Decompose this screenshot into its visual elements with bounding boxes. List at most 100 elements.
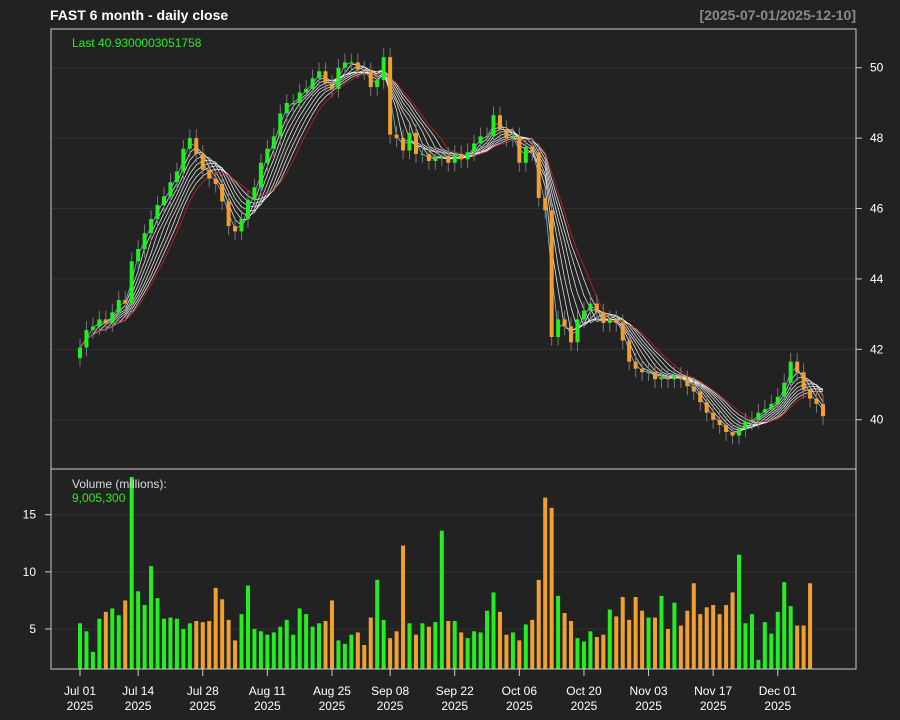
candle-body	[342, 62, 347, 68]
candle-body	[737, 428, 742, 436]
candle-body	[769, 403, 774, 410]
volume-bar	[756, 659, 761, 669]
candle-body	[362, 69, 367, 72]
candle-body	[478, 136, 483, 144]
volume-bar	[620, 597, 625, 669]
volume-bar	[97, 618, 102, 669]
candle-body	[717, 419, 722, 425]
candle-body	[814, 398, 819, 404]
volume-bar	[717, 614, 722, 669]
date-tick-year: 2025	[506, 699, 533, 713]
volume-bar	[569, 621, 574, 669]
candle-body	[304, 88, 309, 93]
candle-body	[78, 347, 82, 359]
volume-bar	[549, 507, 554, 669]
candle-body	[685, 379, 690, 387]
volume-bar	[633, 597, 638, 669]
candle-body	[775, 396, 780, 404]
volume-bar	[452, 621, 457, 669]
candle-body	[801, 372, 806, 390]
candle-body	[123, 300, 128, 304]
volume-bar	[84, 631, 89, 669]
volume-bar	[478, 632, 483, 669]
candle-body	[142, 233, 147, 249]
candle-body	[187, 138, 192, 149]
volume-bar	[142, 605, 147, 669]
candle-body	[239, 219, 244, 232]
candle-body	[90, 326, 95, 330]
candle-body	[220, 183, 225, 202]
volume-bar	[459, 632, 464, 669]
candle-body	[711, 412, 716, 420]
date-tick-year: 2025	[571, 699, 598, 713]
candle-body	[420, 153, 425, 155]
chart-title: FAST 6 month - daily close	[50, 7, 228, 23]
volume-bar	[149, 566, 154, 669]
volume-bar	[510, 632, 515, 669]
candle-body	[226, 201, 231, 227]
candle-body	[756, 412, 761, 420]
volume-bar	[769, 633, 774, 669]
volume-bar	[543, 497, 548, 669]
price-tick-label: 46	[870, 202, 884, 216]
candle-body	[426, 153, 431, 161]
candle-body	[149, 219, 154, 234]
volume-bar	[601, 634, 606, 669]
volume-bar	[375, 579, 380, 669]
candle-body	[633, 361, 638, 369]
candle-body	[97, 319, 102, 327]
volume-bar	[116, 615, 121, 669]
candle-body	[556, 319, 561, 337]
volume-bar	[749, 614, 754, 669]
volume-tick-label: 5	[29, 622, 36, 636]
candle-body	[782, 382, 787, 397]
date-tick-label: Aug 11	[249, 684, 286, 698]
candle-body	[730, 432, 735, 436]
candle-body	[646, 372, 651, 374]
volume-bar	[336, 640, 341, 669]
volume-bar	[472, 631, 477, 669]
volume-bar	[394, 631, 399, 669]
volume-bar	[685, 610, 690, 669]
volume-bar	[304, 614, 309, 669]
date-tick-year: 2025	[700, 699, 727, 713]
price-tick-label: 42	[870, 342, 884, 356]
volume-bar	[439, 530, 444, 669]
volume-bar	[504, 634, 509, 669]
candle-body	[129, 261, 134, 304]
volume-bar	[388, 638, 393, 669]
ma-line	[79, 72, 824, 423]
volume-bar	[627, 619, 632, 669]
volume-bar	[711, 605, 716, 669]
volume-bar	[323, 621, 328, 669]
volume-bar	[659, 595, 664, 669]
volume-bar	[136, 591, 141, 669]
volume-bar	[795, 625, 800, 669]
volume-bar	[381, 619, 386, 669]
volume-bar	[426, 626, 431, 669]
volume-bar	[258, 631, 263, 669]
volume-bar	[556, 595, 561, 669]
date-tick-label: Jul 01	[64, 684, 96, 698]
volume-bar	[291, 634, 296, 669]
candle-body	[614, 319, 619, 323]
volume-bar	[297, 608, 302, 669]
volume-bar	[665, 629, 670, 669]
candle-body	[433, 157, 438, 161]
date-tick-label: Jul 28	[187, 684, 219, 698]
candle-body	[510, 136, 515, 139]
date-tick-year: 2025	[189, 699, 216, 713]
candle-body	[562, 319, 567, 327]
volume-bar	[691, 583, 696, 669]
candle-body	[601, 312, 606, 323]
date-tick-label: Sep 22	[436, 684, 474, 698]
volume-bar	[562, 613, 567, 669]
volume-bar	[497, 611, 502, 669]
volume-bar	[78, 623, 82, 669]
candle-body	[168, 182, 173, 197]
candle-body	[530, 146, 535, 153]
volume-bar	[724, 605, 729, 669]
volume-bar	[607, 609, 612, 669]
price-tick-label: 48	[870, 131, 884, 145]
